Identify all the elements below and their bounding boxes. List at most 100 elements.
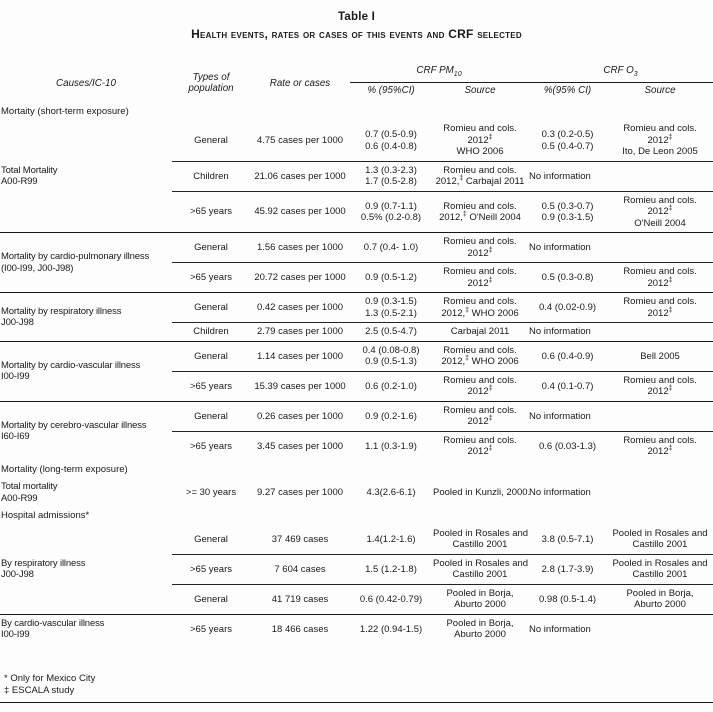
cell-o3-ci: 0.6 (0.4-0.9) <box>541 350 594 362</box>
cell-o3-ci: No information <box>528 160 713 192</box>
cell-population: Children <box>172 322 250 342</box>
table-row: General 41 719 cases 0.6 (0.42-0.79) Pooled… <box>0 583 713 615</box>
cell-rate: 15.39 cases per 1000 <box>250 370 350 402</box>
cell-pm10-source: Romieu and cols. 2012‡ <box>443 236 517 259</box>
cell-pm10-source: Pooled in Borja, Aburto 2000 <box>446 617 514 641</box>
cell-o3-ci: No information <box>529 410 591 422</box>
table-row: Mortality by cerebro-vascular illness I60… <box>0 401 713 443</box>
cell-rate: 4.75 cases per 1000 <box>256 134 344 146</box>
cell-pm10-source: Romieu and cols. 2012‡ <box>432 262 529 294</box>
table-row: >65 years 15.39 cases per 1000 0.6 (0.2-1.… <box>0 370 713 402</box>
table-row: >65 years 7 604 cases 1.5 (1.2-1.8) Pooled … <box>0 553 713 585</box>
cell-pm10-source: Romieu and cols. 2012,‡ WHO 2006 <box>441 344 519 368</box>
table-body: Mortaity (short-term exposure) Total Mort… <box>0 103 713 644</box>
cell-population: >65 years <box>172 190 250 234</box>
bottom-rule <box>0 702 713 703</box>
section-label: Mortaity (short-term exposure) <box>1 105 129 117</box>
header-o3-ci: %(95% CI) <box>543 85 592 97</box>
row-label: Mortality by cardio-vascular illness I00-… <box>0 341 172 402</box>
cell-pm10-source: Pooled in Borja, Aburto 2000 <box>432 583 529 615</box>
cell-o3-ci: 2.8 (1.7-3.9) <box>528 553 608 585</box>
crf-o3-label: CRF O <box>603 65 634 76</box>
header-row-groups: Causes/IC-10 Types of population Rate or… <box>0 64 713 94</box>
cell-pm10-source: Romieu and cols. 2012‡ <box>432 370 529 402</box>
cell-o3-source: Pooled in Rosales and Castillo 2001 <box>612 527 708 551</box>
pm10-subscript: 10 <box>453 70 462 78</box>
row-label: Mortality by cerebro-vascular illness I60… <box>1 419 147 443</box>
cell-o3-source: Pooled in Borja, Aburto 2000 <box>607 583 713 615</box>
cell-o3-ci: No information <box>529 242 591 254</box>
cell-o3-source: Romieu and cols. 2012‡ <box>607 430 713 461</box>
header-crf-o3: CRF O3 <box>528 64 713 84</box>
table-row: Total mortality A00-R99 >= 30 years 9.27 ca… <box>0 478 713 507</box>
table-row: Mortality by respiratory illness J00-J98 G… <box>0 292 713 342</box>
cell-o3-source: Romieu and cols. 2012‡ <box>607 262 713 294</box>
cell-pm10-source: Pooled in Rosales and Castillo 2001 <box>433 527 529 551</box>
footnote-escala: ‡ ESCALA study <box>4 684 75 696</box>
cell-population: General <box>194 410 228 422</box>
cell-o3-source: Romieu and cols. 2012‡ <box>607 370 713 402</box>
cell-o3-source: Bell 2005 <box>640 350 680 362</box>
cell-pm10-ci: 1.4(1.2-1.6) <box>366 533 416 545</box>
cell-pm10-source: Romieu and cols. 2012,‡ Carbajal 2011 <box>432 160 529 192</box>
table-row: Mortality by cardio-pulmonary illness (I0… <box>0 232 713 294</box>
cell-pm10-source: Romieu and cols. 2012‡ <box>443 404 517 428</box>
cell-o3-source: Romieu and cols. 2012‡ <box>623 296 697 319</box>
cell-rate: 45.92 cases per 1000 <box>250 190 350 234</box>
cell-rate: 3.45 cases per 1000 <box>250 430 350 461</box>
cell-pm10-ci: 0.9 (0.5-1.2) <box>350 262 432 294</box>
header-causes: Causes/IC-10 <box>56 77 116 89</box>
cell-population: General <box>194 533 228 545</box>
table-row: >65 years 3.45 cases per 1000 1.1 (0.3-1.9… <box>0 430 713 461</box>
cell-population: >= 30 years <box>185 487 237 499</box>
table-row: Children 2.79 cases per 1000 2.5 (0.5-4.7)… <box>0 322 713 342</box>
footnote-mexico-city: * Only for Mexico City <box>4 673 96 684</box>
cell-rate: 2.79 cases per 1000 <box>250 322 350 342</box>
header-population: Types of population <box>188 71 234 95</box>
cell-pm10-ci: 1.3 (0.3-2.3) 1.7 (0.5-2.8) <box>350 160 432 192</box>
table-row: >65 years 20.72 cases per 1000 0.9 (0.5-1.… <box>0 262 713 294</box>
cell-pm10-ci: 0.7 (0.5-0.9) 0.6 (0.4-0.8) <box>365 129 417 152</box>
table-row: >65 years 45.92 cases per 1000 0.9 (0.7-1.… <box>0 190 713 234</box>
row-label: Mortality by respiratory illness J00-J98 <box>0 292 172 342</box>
row-label: By cardio-vascular illness I00-I99 <box>1 617 105 641</box>
cell-pm10-source: Romieu and cols. 2012‡ WHO 2006 <box>443 123 517 158</box>
cell-o3-ci: 3.8 (0.5-7.1) <box>541 533 594 545</box>
cell-o3-ci: No information <box>529 487 591 499</box>
cell-pm10-ci: 4.3(2.6-6.1) <box>366 487 416 499</box>
cell-rate: 37 469 cases <box>271 533 329 545</box>
table-row: By cardio-vascular illness I00-I99 >65 yea… <box>0 614 713 644</box>
table-row: Total Mortality A00-R99 General 4.75 cases … <box>0 120 713 234</box>
cell-o3-ci: 0.5 (0.3-0.7) 0.9 (0.3-1.5) <box>528 190 608 234</box>
cell-rate: 20.72 cases per 1000 <box>250 262 350 294</box>
cell-pm10-ci: 1.22 (0.94-1.5) <box>359 623 423 635</box>
cell-pm10-source: Pooled in Rosales and Castillo 2001 <box>432 553 528 585</box>
cell-pm10-ci: 0.6 (0.42-0.79) <box>350 583 432 615</box>
cell-pm10-source: Romieu and cols. 2012‡ <box>432 430 529 461</box>
section-label: Mortality (long-term exposure) <box>1 463 128 475</box>
cell-rate: 9.27 cases per 1000 <box>256 487 344 499</box>
cell-population: General <box>194 350 228 362</box>
cell-o3-ci: No information <box>529 623 591 635</box>
cell-population: >65 years <box>172 370 250 402</box>
table-row: By respiratory illness J00-J98 General 37 4… <box>0 524 713 615</box>
cell-o3-ci: 0.4 (0.1-0.7) <box>528 370 608 402</box>
cell-rate: 21.06 cases per 1000 <box>250 160 350 192</box>
cell-rate: 1.56 cases per 1000 <box>256 242 344 254</box>
cell-pm10-ci: 0.9 (0.2-1.6) <box>365 410 417 422</box>
crf-pm10-label: CRF PM <box>416 65 454 76</box>
cell-population: >65 years <box>172 262 250 294</box>
cell-pm10-ci: 1.1 (0.3-1.9) <box>350 430 432 461</box>
footnotes: * Only for Mexico City ‡ ESCALA study <box>0 673 713 696</box>
cell-o3-source: Romieu and cols. 2012‡ Ito, De Leon 2005 <box>622 123 698 158</box>
cell-rate: 0.26 cases per 1000 <box>256 410 344 422</box>
cell-population: >65 years <box>172 430 250 461</box>
section-label-row: Mortaity (short-term exposure) <box>0 103 713 121</box>
cell-pm10-ci: 0.4 (0.08-0.8) 0.9 (0.5-1.3) <box>362 344 420 368</box>
cell-population: General <box>172 583 250 615</box>
cell-rate: 0.42 cases per 1000 <box>256 302 344 314</box>
cell-rate: 41 719 cases <box>250 583 350 615</box>
cell-o3-ci: 0.98 (0.5-1.4) <box>528 583 608 615</box>
cell-population: General <box>194 302 228 314</box>
